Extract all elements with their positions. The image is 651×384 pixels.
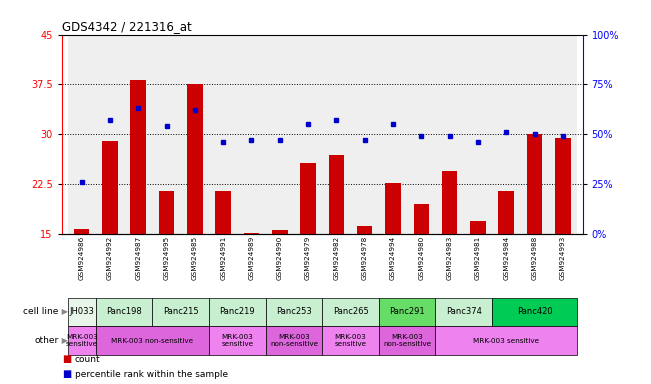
Text: MRK-003 sensitive: MRK-003 sensitive: [473, 338, 539, 344]
Bar: [96, 298, 152, 326]
Bar: [294, 35, 322, 234]
Text: GSM924994: GSM924994: [390, 236, 396, 280]
Bar: [68, 326, 96, 355]
Text: Panc420: Panc420: [517, 308, 552, 316]
Bar: [379, 298, 436, 326]
Bar: [492, 35, 520, 234]
Bar: [152, 35, 181, 234]
Text: MRK-003
non-sensitive: MRK-003 non-sensitive: [383, 334, 431, 347]
Bar: [379, 326, 436, 355]
Bar: [470, 221, 486, 234]
Text: ▶: ▶: [59, 336, 68, 345]
Bar: [555, 138, 571, 234]
Text: MRK-003 non-sensitive: MRK-003 non-sensitive: [111, 338, 193, 344]
Bar: [124, 35, 152, 234]
Text: GSM924978: GSM924978: [362, 236, 368, 280]
Bar: [159, 191, 174, 234]
Bar: [215, 191, 231, 234]
Bar: [68, 35, 96, 234]
Text: GDS4342 / 221316_at: GDS4342 / 221316_at: [62, 20, 191, 33]
Bar: [266, 326, 322, 355]
Text: Panc374: Panc374: [446, 308, 482, 316]
Bar: [492, 298, 577, 326]
Bar: [300, 163, 316, 234]
Bar: [238, 35, 266, 234]
Text: GSM924987: GSM924987: [135, 236, 141, 280]
Text: ■: ■: [62, 354, 71, 364]
Text: GSM924985: GSM924985: [192, 236, 198, 280]
Bar: [209, 326, 266, 355]
Text: MRK-003
non-sensitive: MRK-003 non-sensitive: [270, 334, 318, 347]
Text: MRK-003
sensitive: MRK-003 sensitive: [221, 334, 253, 347]
Text: GSM924984: GSM924984: [503, 236, 509, 280]
Text: GSM924983: GSM924983: [447, 236, 452, 280]
Bar: [464, 35, 492, 234]
Text: cell line: cell line: [23, 308, 59, 316]
Bar: [436, 326, 577, 355]
Text: GSM924986: GSM924986: [79, 236, 85, 280]
Bar: [209, 35, 238, 234]
Text: GSM924992: GSM924992: [107, 236, 113, 280]
Bar: [322, 35, 350, 234]
Text: ▶: ▶: [59, 308, 68, 316]
Bar: [272, 230, 288, 234]
Text: GSM924979: GSM924979: [305, 236, 311, 280]
Text: JH033: JH033: [69, 308, 94, 316]
Text: GSM924995: GSM924995: [163, 236, 169, 280]
Bar: [329, 155, 344, 234]
Bar: [74, 229, 89, 234]
Bar: [499, 191, 514, 234]
Text: Panc215: Panc215: [163, 308, 199, 316]
Text: other: other: [35, 336, 59, 345]
Bar: [379, 35, 407, 234]
Bar: [549, 35, 577, 234]
Bar: [102, 141, 118, 234]
Text: Panc198: Panc198: [106, 308, 142, 316]
Text: MRK-003
sensitive: MRK-003 sensitive: [335, 334, 367, 347]
Bar: [68, 298, 96, 326]
Text: count: count: [75, 354, 100, 364]
Bar: [322, 298, 379, 326]
Bar: [209, 298, 266, 326]
Text: Panc219: Panc219: [219, 308, 255, 316]
Bar: [350, 35, 379, 234]
Bar: [527, 134, 542, 234]
Bar: [436, 298, 492, 326]
Text: ■: ■: [62, 369, 71, 379]
Bar: [243, 233, 259, 234]
Bar: [187, 84, 202, 234]
Bar: [322, 326, 379, 355]
Text: Panc253: Panc253: [276, 308, 312, 316]
Bar: [442, 171, 458, 234]
Text: GSM924991: GSM924991: [220, 236, 226, 280]
Text: percentile rank within the sample: percentile rank within the sample: [75, 370, 228, 379]
Text: Panc291: Panc291: [389, 308, 425, 316]
Text: GSM924980: GSM924980: [419, 236, 424, 280]
Bar: [152, 298, 209, 326]
Text: GSM924993: GSM924993: [560, 236, 566, 280]
Bar: [436, 35, 464, 234]
Bar: [520, 35, 549, 234]
Bar: [266, 35, 294, 234]
Text: MRK-003
sensitive: MRK-003 sensitive: [66, 334, 98, 347]
Text: GSM924989: GSM924989: [249, 236, 255, 280]
Bar: [96, 326, 209, 355]
Text: GSM924981: GSM924981: [475, 236, 481, 280]
Bar: [413, 204, 429, 234]
Bar: [266, 298, 322, 326]
Text: GSM924990: GSM924990: [277, 236, 283, 280]
Bar: [181, 35, 209, 234]
Bar: [130, 80, 146, 234]
Bar: [407, 35, 436, 234]
Bar: [385, 183, 401, 234]
Text: Panc265: Panc265: [333, 308, 368, 316]
Text: GSM924982: GSM924982: [333, 236, 339, 280]
Bar: [357, 225, 372, 234]
Bar: [96, 35, 124, 234]
Text: GSM924988: GSM924988: [531, 236, 538, 280]
